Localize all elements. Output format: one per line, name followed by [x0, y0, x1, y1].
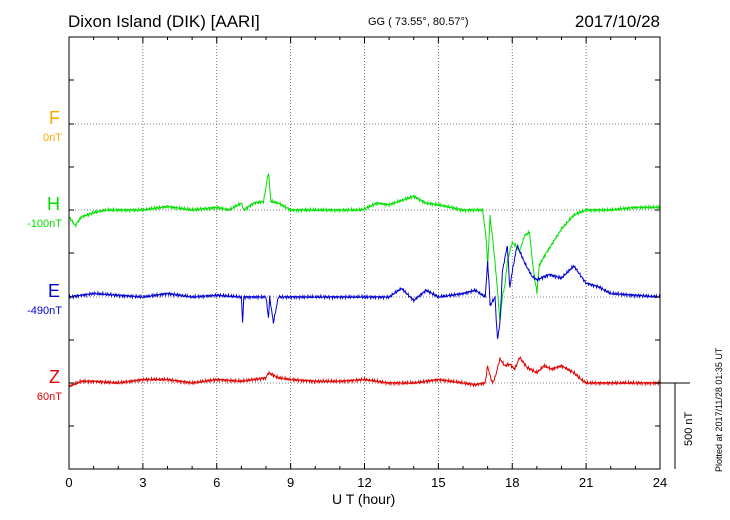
- x-tick-label: 6: [213, 475, 220, 490]
- channel-e-baseline: -490nT: [27, 305, 62, 317]
- series-z-line: [68, 355, 661, 388]
- channel-h-baseline: -100nT: [27, 218, 62, 230]
- x-tick-label: 0: [65, 475, 72, 490]
- x-axis-label: U T (hour): [332, 491, 396, 507]
- chart-date: 2017/10/28: [574, 12, 660, 31]
- station-title: Dixon Island (DIK) [AARI]: [68, 12, 260, 31]
- x-tick-label: 21: [579, 475, 593, 490]
- x-tick-label: 3: [139, 475, 146, 490]
- channel-z-baseline: 60nT: [36, 391, 62, 403]
- series-e-line: [68, 243, 661, 340]
- plotted-timestamp: Plotted at 2017/11/28 01:35 UT: [714, 347, 724, 472]
- scale-bar-label: 500 nT: [683, 411, 695, 446]
- channel-z-label: Z: [49, 367, 60, 387]
- channel-h-label: H: [47, 194, 60, 214]
- x-tick-label: 15: [431, 475, 445, 490]
- x-tick-label: 12: [357, 475, 371, 490]
- x-tick-label: 18: [505, 475, 519, 490]
- grid: [69, 37, 660, 469]
- scale-bar: [660, 382, 690, 469]
- x-tick-label: 9: [287, 475, 294, 490]
- x-tick-label: 24: [653, 475, 667, 490]
- x-axis: 0 3 6 9 12 15 18 21 24: [65, 36, 667, 490]
- series-layer: [68, 173, 661, 388]
- series-h-line: [68, 173, 661, 322]
- geographic-coords: GG ( 73.55°, 80.57°): [368, 16, 469, 28]
- channel-f-baseline: 0nT: [43, 132, 62, 144]
- channel-e-label: E: [47, 281, 60, 301]
- channel-f-label: F: [49, 108, 60, 128]
